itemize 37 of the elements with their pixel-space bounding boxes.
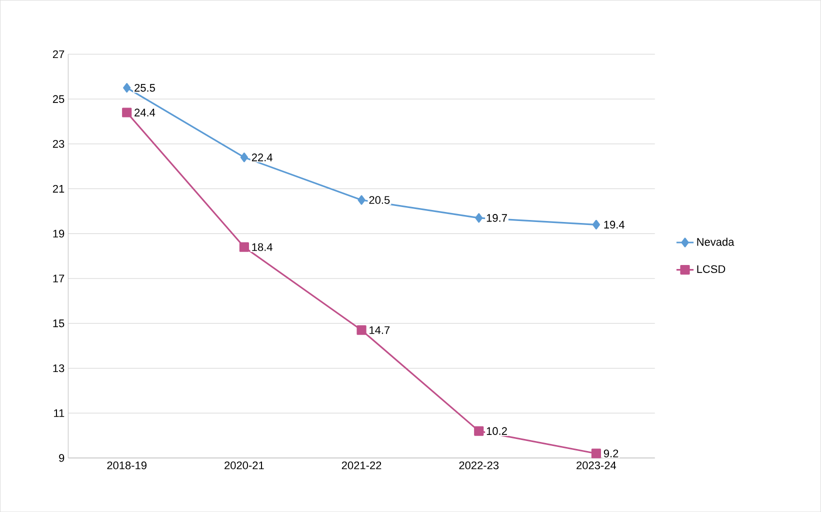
data-label: 25.5 bbox=[134, 84, 155, 92]
y-tick-label: 23 bbox=[52, 140, 64, 148]
point bbox=[356, 325, 366, 335]
data-label: 14.7 bbox=[370, 326, 390, 334]
point bbox=[592, 220, 600, 230]
y-tick-label: 27 bbox=[52, 50, 64, 58]
y-tick-label: 21 bbox=[52, 184, 64, 193]
data-label: 20.5 bbox=[369, 196, 390, 204]
point bbox=[239, 242, 249, 252]
point bbox=[474, 426, 484, 436]
y-tick-label: 15 bbox=[53, 319, 64, 328]
y-tick-label: 19 bbox=[53, 230, 64, 238]
legend-label: LCSD bbox=[697, 265, 726, 273]
x-tick-label: 2022-23 bbox=[459, 461, 499, 470]
y-tick-label: 9 bbox=[59, 454, 64, 462]
x-tick-label: 2018-19 bbox=[107, 461, 146, 470]
data-label: 18.4 bbox=[252, 243, 272, 251]
point bbox=[591, 448, 602, 458]
point bbox=[475, 213, 483, 223]
x-tick-label: 2020-21 bbox=[224, 461, 264, 470]
data-label: 10.2 bbox=[486, 427, 507, 435]
point bbox=[358, 195, 366, 205]
y-tick-label: 13 bbox=[53, 364, 64, 372]
point bbox=[240, 152, 248, 162]
data-label: 19.7 bbox=[486, 214, 507, 222]
legend-label: Nevada bbox=[697, 238, 734, 246]
x-tick-label: 2021-22 bbox=[342, 461, 382, 470]
y-tick-label: 11 bbox=[54, 409, 64, 417]
y-tick-label: 25 bbox=[52, 95, 64, 103]
point bbox=[122, 108, 132, 118]
data-label: 24.4 bbox=[134, 108, 156, 116]
point bbox=[123, 82, 131, 93]
x-tick-label: 2023-24 bbox=[576, 461, 616, 470]
data-label: 19.4 bbox=[604, 220, 624, 228]
data-label: 9.2 bbox=[604, 450, 618, 458]
y-tick-label: 17 bbox=[53, 274, 64, 282]
data-label: 22.4 bbox=[252, 153, 272, 162]
